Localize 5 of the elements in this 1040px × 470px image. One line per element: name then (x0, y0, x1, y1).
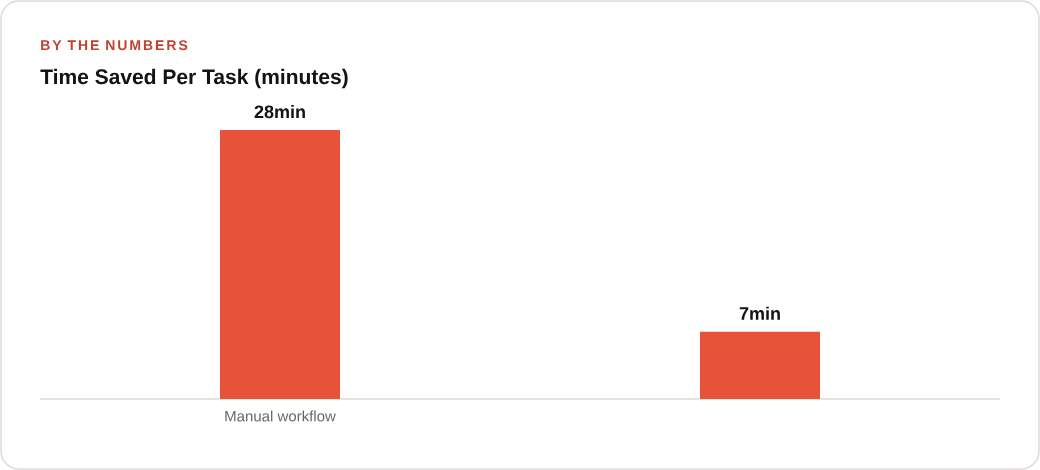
chart-subtitle: BY THE NUMBERS (41, 40, 188, 51)
data-label: 7min (739, 306, 780, 320)
chart-title: Time Saved Per Task (minutes) (40, 68, 348, 89)
data-label: 28min (254, 104, 305, 119)
x-tick-label: Manual workflow (225, 410, 336, 422)
